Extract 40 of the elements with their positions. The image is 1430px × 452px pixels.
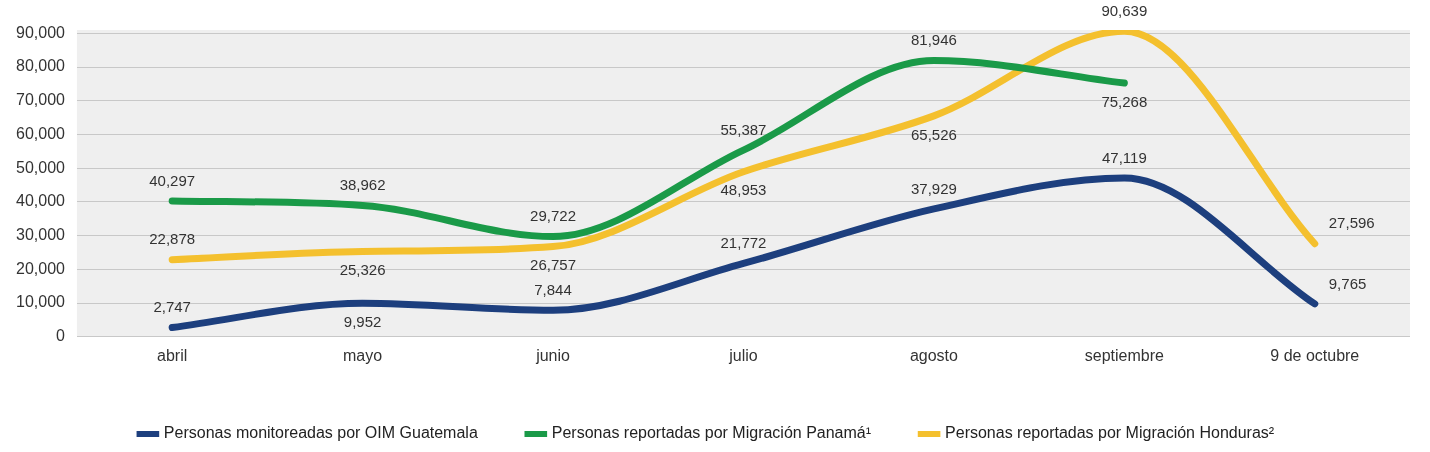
- data-label: 9,765: [1328, 274, 1367, 292]
- y-tick-label: 50,000: [16, 158, 66, 176]
- y-tick-label: 0: [56, 327, 66, 345]
- x-tick-label: julio: [728, 346, 758, 364]
- data-label: 25,326: [339, 261, 386, 279]
- data-label: 55,387: [720, 120, 767, 138]
- x-tick-label: mayo: [343, 346, 383, 364]
- data-label: 2,747: [153, 298, 191, 316]
- x-tick-label: junio: [535, 346, 571, 364]
- y-tick-label: 20,000: [16, 259, 66, 277]
- x-tick-label: septiembre: [1084, 346, 1165, 364]
- data-label: 22,878: [149, 230, 196, 248]
- y-tick-label: 80,000: [16, 57, 66, 75]
- y-tick-label: 90,000: [16, 23, 66, 41]
- x-tick-label: agosto: [909, 346, 959, 364]
- data-label: 65,526: [910, 125, 957, 143]
- data-label: 9,952: [343, 312, 382, 330]
- data-label: 47,119: [1101, 148, 1147, 166]
- x-tick-label: abril: [157, 346, 188, 364]
- y-tick-label: 40,000: [16, 192, 66, 210]
- data-label: 40,297: [149, 171, 196, 189]
- data-label: 37,929: [910, 179, 957, 197]
- data-label: 29,722: [530, 207, 576, 225]
- data-label: 48,953: [720, 181, 767, 199]
- y-tick-label: 30,000: [16, 226, 66, 244]
- data-label: 26,757: [530, 256, 576, 274]
- data-label: 7,844: [534, 281, 572, 298]
- data-label: 38,962: [339, 176, 386, 194]
- x-tick-label: 9 de octubre: [1270, 346, 1360, 364]
- data-label: 21,772: [720, 234, 767, 252]
- y-tick-label: 70,000: [16, 91, 66, 109]
- data-label: 75,268: [1101, 92, 1148, 110]
- legend-label: Personas reportadas por Migración Panamá¹: [551, 424, 872, 442]
- y-tick-label: 10,000: [16, 293, 66, 311]
- data-label: 27,596: [1328, 214, 1375, 232]
- data-label: 81,946: [910, 31, 957, 49]
- y-tick-label: 60,000: [16, 124, 66, 142]
- legend-label: Personas monitoreadas por OIM Guatemala: [163, 424, 478, 442]
- data-label: 90,639: [1101, 1, 1148, 19]
- legend-label: Personas reportadas por Migración Honduras²: [945, 424, 1275, 442]
